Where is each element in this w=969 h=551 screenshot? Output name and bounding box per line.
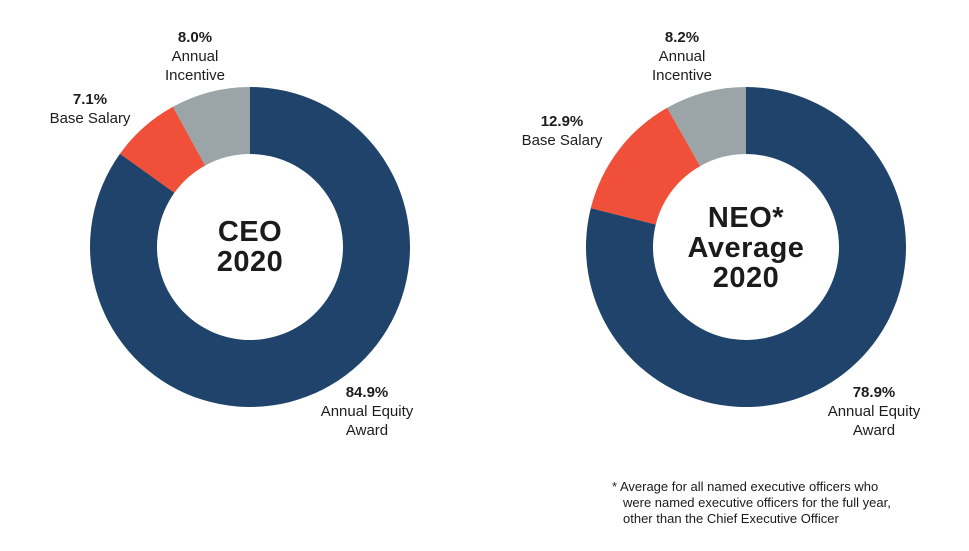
label-line: Incentive: [651, 67, 713, 84]
neo-annual-incentive-pct: 8.2%: [664, 29, 700, 46]
donut-1: [585, 86, 906, 407]
label-line: Annual Equity: [827, 403, 921, 420]
ceo-chart-center-title: CEO 2020: [150, 217, 350, 277]
ceo-annual-equity-award-label: 84.9% Annual Equity Award: [297, 383, 437, 440]
neo-annual-equity-award-label: 78.9% Annual Equity Award: [804, 383, 944, 440]
label-line: Base Salary: [521, 132, 603, 149]
donut-0-slice-base-salary: [119, 106, 206, 193]
label-line: Annual: [658, 48, 706, 65]
donut-0-slice-annual-incentive: [172, 87, 250, 166]
donut-0: [90, 87, 411, 408]
neo-chart-center-title: NEO* Average 2020: [646, 203, 846, 293]
neo-title-line: 2020: [712, 262, 780, 294]
label-line: Award: [852, 422, 896, 439]
label-line: Annual Equity: [320, 403, 414, 420]
ceo-annual-incentive-label: 8.0% Annual Incentive: [125, 28, 265, 85]
footnote-line: * Average for all named executive office…: [612, 479, 879, 494]
neo-annual-equity-award-pct: 78.9%: [852, 384, 896, 401]
ceo-annual-equity-award-pct: 84.9%: [345, 384, 389, 401]
donut-1-slice-base-salary: [590, 107, 701, 225]
neo-title-line: NEO*: [707, 202, 785, 234]
label-line: Incentive: [164, 67, 226, 84]
footnote-line: were named executive officers for the fu…: [623, 495, 891, 510]
neo-title-line: Average: [687, 232, 805, 264]
label-line: Base Salary: [49, 110, 131, 127]
donut-1-slice-annual-equity-award: [585, 87, 906, 407]
neo-annual-incentive-label: 8.2% Annual Incentive: [612, 28, 752, 85]
label-line: Annual: [171, 48, 219, 65]
footnote-line: other than the Chief Executive Officer: [623, 511, 839, 526]
donut-1-slice-annual-incentive: [667, 86, 746, 167]
ceo-title-line: 2020: [216, 246, 284, 278]
ceo-base-salary-label: 7.1% Base Salary: [20, 90, 160, 128]
ceo-base-salary-pct: 7.1%: [72, 91, 108, 108]
ceo-annual-incentive-pct: 8.0%: [177, 29, 213, 46]
neo-base-salary-pct: 12.9%: [540, 113, 584, 130]
neo-footnote: * Average for all named executive office…: [612, 479, 962, 527]
ceo-title-line: CEO: [217, 216, 283, 248]
donut-0-slice-annual-equity-award: [90, 87, 411, 408]
neo-base-salary-label: 12.9% Base Salary: [492, 112, 632, 150]
label-line: Award: [345, 422, 389, 439]
